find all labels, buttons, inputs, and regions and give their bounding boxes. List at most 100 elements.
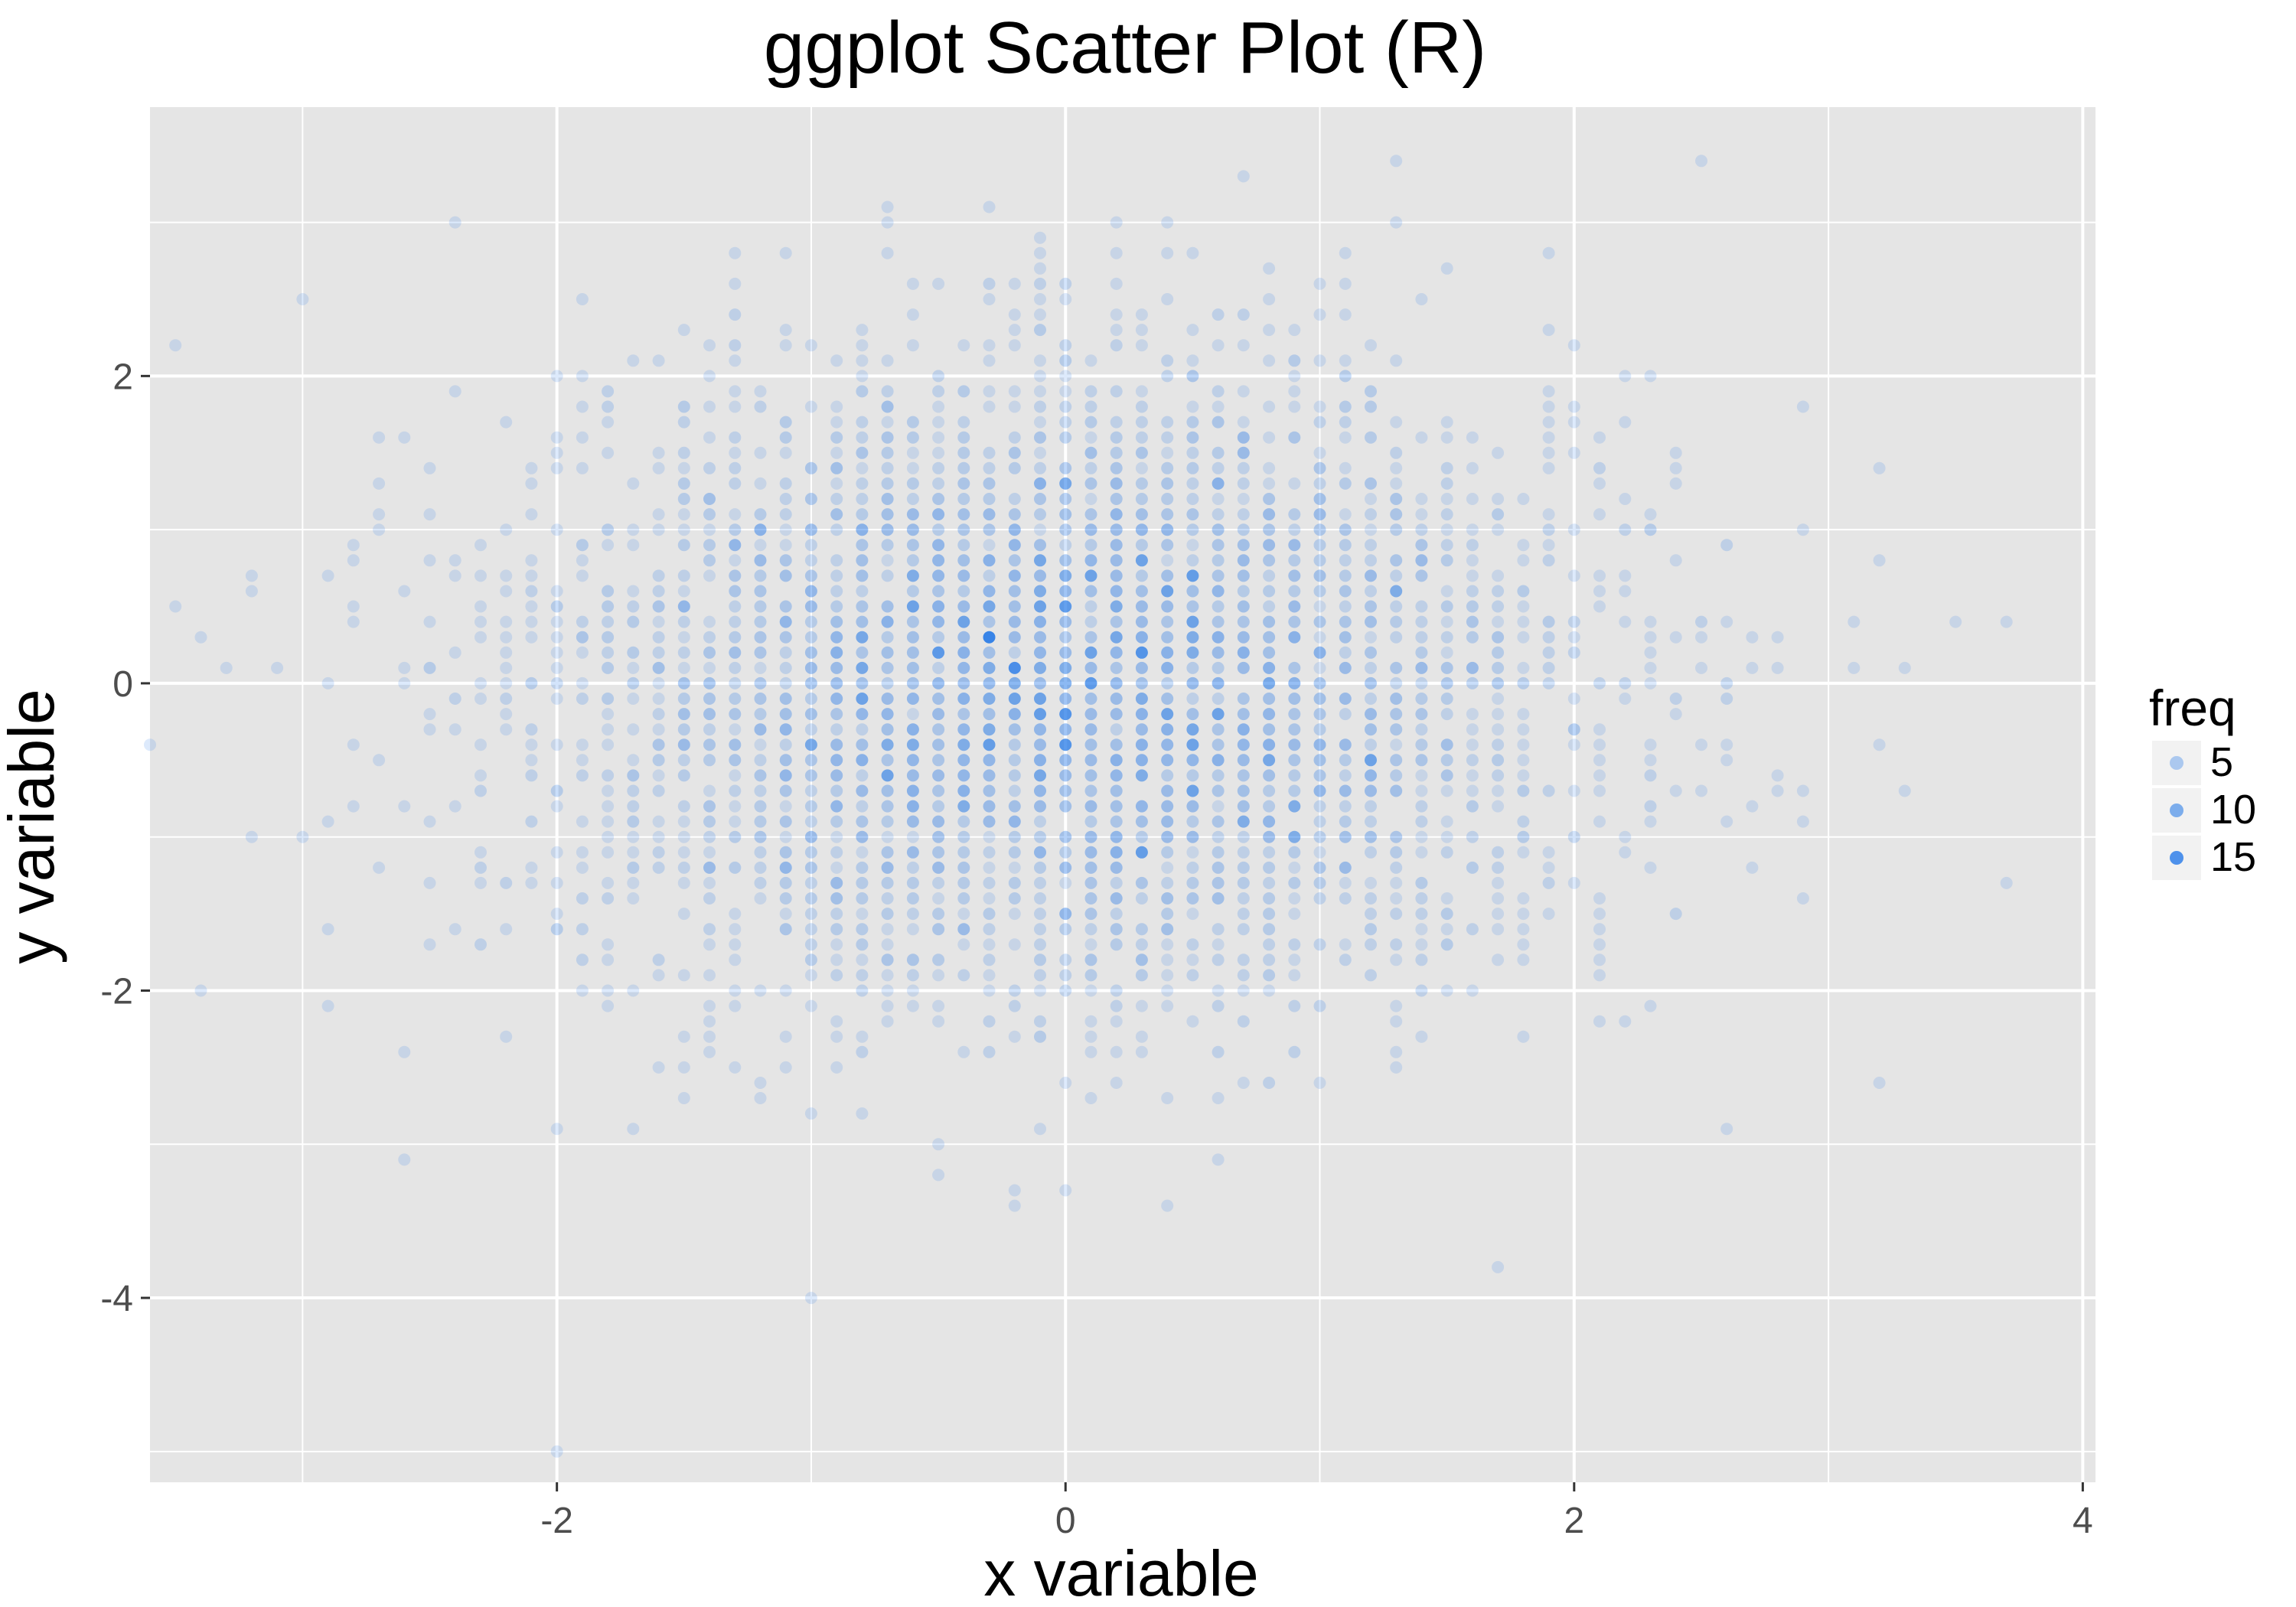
- data-point: [729, 693, 742, 705]
- data-point: [2000, 615, 2013, 628]
- data-point: [1517, 908, 1530, 921]
- data-point: [729, 830, 742, 843]
- data-point: [1084, 892, 1097, 905]
- data-point: [1415, 784, 1428, 797]
- y-tick-label: 2: [113, 357, 133, 397]
- data-point: [1619, 523, 1632, 536]
- data-point: [1390, 1061, 1403, 1074]
- data-point: [1161, 539, 1174, 552]
- data-point: [983, 738, 996, 751]
- data-point: [1492, 693, 1505, 705]
- data-point: [1440, 676, 1453, 689]
- data-point: [881, 708, 894, 721]
- data-point: [1263, 461, 1276, 474]
- data-point: [1034, 738, 1046, 751]
- data-point: [1313, 400, 1326, 413]
- data-point: [1390, 999, 1403, 1012]
- data-point: [1669, 708, 1682, 721]
- data-point: [1288, 876, 1301, 889]
- data-point: [957, 784, 970, 797]
- data-point: [729, 908, 742, 921]
- data-point: [525, 554, 538, 567]
- data-point: [627, 723, 640, 736]
- data-point: [957, 615, 970, 628]
- data-point: [1008, 600, 1021, 613]
- data-point: [881, 400, 894, 413]
- data-point: [779, 846, 792, 859]
- data-point: [1008, 800, 1021, 813]
- data-point: [983, 585, 996, 598]
- data-point: [1542, 846, 1555, 859]
- data-point: [500, 923, 513, 936]
- y-axis-ticks: -4-202: [100, 357, 150, 1319]
- data-point: [1161, 999, 1174, 1012]
- data-point: [754, 661, 767, 674]
- data-point: [1313, 693, 1326, 705]
- data-point: [1313, 861, 1326, 874]
- data-point: [271, 661, 284, 674]
- data-point: [1492, 600, 1505, 613]
- data-point: [703, 1030, 716, 1043]
- data-point: [1440, 262, 1453, 275]
- data-point: [1263, 539, 1276, 552]
- data-point: [475, 846, 487, 859]
- data-point: [1771, 661, 1784, 674]
- data-point: [779, 923, 792, 936]
- data-point: [1593, 569, 1606, 582]
- data-point: [1110, 246, 1123, 259]
- data-point: [1263, 600, 1276, 613]
- data-point: [1034, 431, 1046, 444]
- data-point: [830, 646, 843, 659]
- data-point: [1212, 646, 1225, 659]
- data-point: [906, 815, 919, 828]
- data-point: [1720, 1123, 1733, 1136]
- data-point: [1110, 754, 1123, 767]
- data-point: [576, 769, 589, 782]
- data-point: [1517, 600, 1530, 613]
- data-point: [1567, 339, 1580, 352]
- data-point: [881, 923, 894, 936]
- data-point: [1440, 416, 1453, 429]
- data-point: [1288, 385, 1301, 398]
- data-point: [1084, 723, 1097, 736]
- data-point: [1492, 523, 1505, 536]
- data-point: [1288, 830, 1301, 843]
- data-point: [1110, 461, 1123, 474]
- data-point: [1212, 477, 1225, 490]
- data-point: [576, 815, 589, 828]
- data-point: [1492, 953, 1505, 966]
- data-point: [1288, 969, 1301, 982]
- data-point: [1415, 984, 1428, 997]
- data-point: [1288, 784, 1301, 797]
- data-point: [1898, 784, 1911, 797]
- data-point: [729, 738, 742, 751]
- data-point: [1415, 493, 1428, 505]
- data-point: [957, 846, 970, 859]
- data-point: [1567, 738, 1580, 751]
- data-point: [1034, 615, 1046, 628]
- data-point: [1110, 523, 1123, 536]
- data-point: [1517, 493, 1530, 505]
- data-point: [1084, 738, 1097, 751]
- data-point: [804, 400, 817, 413]
- data-point: [296, 293, 309, 305]
- data-point: [1720, 539, 1733, 552]
- data-point: [576, 676, 589, 689]
- data-point: [1466, 615, 1479, 628]
- data-point: [754, 385, 767, 398]
- data-point: [779, 738, 792, 751]
- data-point: [957, 585, 970, 598]
- data-point: [1186, 693, 1199, 705]
- data-point: [1110, 908, 1123, 921]
- data-point: [983, 953, 996, 966]
- data-point: [525, 615, 538, 628]
- data-point: [1110, 876, 1123, 889]
- data-point: [983, 923, 996, 936]
- data-point: [1084, 754, 1097, 767]
- data-point: [1186, 431, 1199, 444]
- data-point: [1237, 554, 1250, 567]
- data-point: [1492, 846, 1505, 859]
- data-point: [1517, 661, 1530, 674]
- data-point: [1084, 461, 1097, 474]
- data-point: [1593, 938, 1606, 951]
